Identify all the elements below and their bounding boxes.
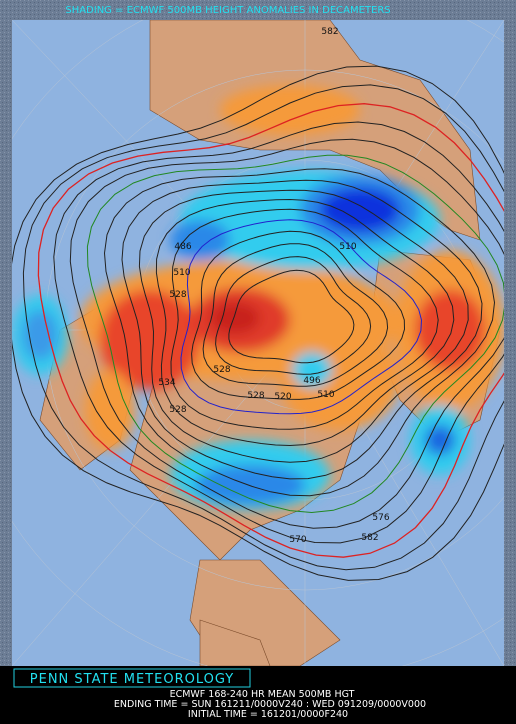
footer-line: ECMWF 168-240 HR MEAN 500MB HGT bbox=[170, 689, 355, 700]
contour-label: 528 bbox=[169, 405, 186, 415]
contour-line bbox=[86, 154, 504, 514]
contour-label: 528 bbox=[247, 391, 264, 401]
contour-labels: 582 510 486 510 528 528 534 528 528 520 496 510 576 5… bbox=[158, 27, 389, 545]
map: 582 510 486 510 528 528 534 528 528 520 496 510 576 5… bbox=[12, 20, 504, 666]
contour-line bbox=[69, 138, 504, 529]
contour-line bbox=[180, 219, 423, 415]
contour-line bbox=[121, 179, 483, 480]
contour-label: 576 bbox=[372, 513, 389, 523]
contour-label: 510 bbox=[317, 390, 334, 400]
contour-label: 510 bbox=[173, 268, 190, 278]
contour-label: 528 bbox=[213, 365, 230, 375]
contour-label: 510 bbox=[339, 242, 356, 252]
brand: PENN STATE METEOROLOGY bbox=[30, 672, 234, 687]
height-contours bbox=[12, 65, 504, 581]
footer-line: ENDING TIME = SUN 161211/0000V240 : WED … bbox=[114, 699, 426, 710]
contour-label: 582 bbox=[321, 27, 338, 37]
contour-line bbox=[53, 121, 504, 544]
contour-label: 496 bbox=[303, 376, 320, 386]
contour-label: 570 bbox=[289, 535, 306, 545]
contour-line bbox=[170, 208, 439, 430]
anomaly-shading bbox=[12, 85, 504, 510]
contour-line bbox=[103, 168, 496, 497]
contour-line bbox=[12, 65, 504, 581]
contour-line bbox=[22, 84, 504, 571]
contour-label: 534 bbox=[158, 378, 175, 388]
contour-line bbox=[215, 256, 372, 375]
contour-line bbox=[191, 230, 406, 400]
contour-label: 582 bbox=[361, 533, 378, 543]
contour-line bbox=[202, 243, 389, 387]
brand-box bbox=[13, 668, 251, 688]
header-title: SHADING = ECMWF 500MB HEIGHT ANOMALIES I… bbox=[65, 5, 390, 16]
contour-label: 486 bbox=[174, 242, 191, 252]
contour-line bbox=[138, 189, 469, 463]
footer-line: INITIAL TIME = 161201/0000F240 bbox=[188, 709, 348, 720]
contour-line bbox=[37, 103, 504, 558]
contour-line bbox=[228, 269, 355, 364]
contour-label: 528 bbox=[169, 290, 186, 300]
contour-label: 520 bbox=[274, 392, 291, 402]
contour-line bbox=[155, 198, 455, 447]
